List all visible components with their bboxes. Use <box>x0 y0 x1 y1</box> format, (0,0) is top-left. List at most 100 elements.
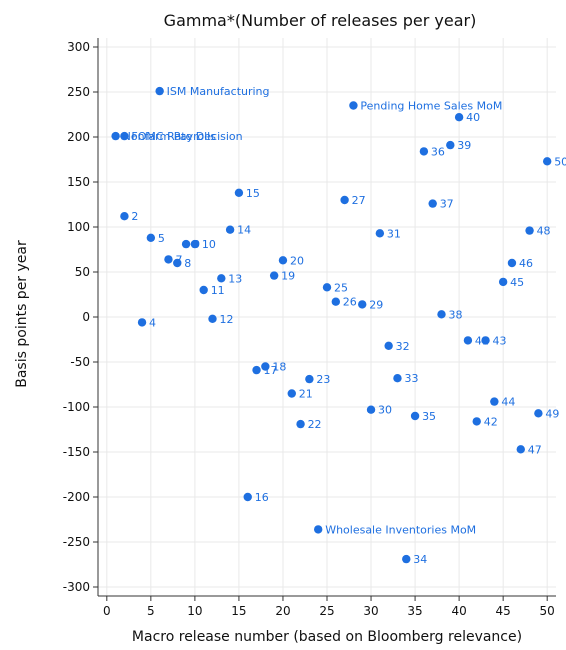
data-point <box>199 285 208 295</box>
data-point <box>516 445 525 454</box>
x-tick-label: 5 <box>147 604 155 618</box>
point-label: Pending Home Sales MoM <box>360 100 502 113</box>
data-point <box>278 256 288 265</box>
data-point <box>402 554 411 564</box>
x-tick-label: 45 <box>496 604 511 618</box>
data-point <box>155 86 164 96</box>
point-label: 5 <box>158 232 165 245</box>
data-point <box>287 389 296 398</box>
data-point <box>296 419 305 429</box>
data-point <box>463 336 473 345</box>
y-tick-label: -50 <box>70 355 90 369</box>
data-point <box>164 255 173 264</box>
data-point <box>542 157 552 166</box>
data-point <box>208 314 217 323</box>
y-tick-label: 300 <box>67 40 90 54</box>
point-label: 13 <box>228 272 242 285</box>
y-tick-label: 50 <box>75 265 90 279</box>
point-label: 8 <box>184 257 191 270</box>
point-label: 18 <box>272 361 286 374</box>
point-label: 39 <box>457 139 471 152</box>
point-label: 32 <box>396 340 410 353</box>
data-point <box>331 297 341 306</box>
point-label: ISM Manufacturing <box>167 85 270 98</box>
x-tick-label: 25 <box>319 604 334 618</box>
x-tick-label: 30 <box>363 604 378 618</box>
point-label: 7 <box>175 253 182 266</box>
x-tick-label: 35 <box>407 604 422 618</box>
point-label: 36 <box>431 145 445 158</box>
y-tick-label: -250 <box>63 535 90 549</box>
point-label: 10 <box>202 238 216 251</box>
point-label: 46 <box>519 257 533 270</box>
point-label: 44 <box>501 396 515 409</box>
point-label: 20 <box>290 254 304 267</box>
data-point <box>120 212 129 221</box>
data-point <box>490 397 499 406</box>
y-axis-label: Basis points per year <box>14 240 30 388</box>
data-point <box>313 525 323 534</box>
data-point <box>146 233 156 242</box>
x-tick-label: 20 <box>275 604 290 618</box>
data-point <box>472 417 481 426</box>
point-label: 33 <box>404 372 418 385</box>
data-point <box>217 274 226 283</box>
y-tick-label: 200 <box>67 130 90 144</box>
point-label: Wholesale Inventories MoM <box>325 523 476 536</box>
data-point <box>261 362 270 371</box>
point-label: 30 <box>378 404 392 417</box>
data-point <box>111 131 120 141</box>
data-point <box>349 101 358 110</box>
point-label: 14 <box>237 224 251 237</box>
data-point <box>173 258 182 268</box>
point-label: 41 <box>475 334 489 347</box>
data-point <box>507 258 517 268</box>
y-tick-label: -200 <box>63 490 90 504</box>
y-tick-label: -300 <box>63 580 90 594</box>
data-point <box>120 131 129 141</box>
point-label: 50 <box>554 155 566 168</box>
grid-lines <box>98 38 556 596</box>
point-label: 12 <box>220 313 234 326</box>
point-label: 45 <box>510 276 524 289</box>
point-label: 16 <box>255 491 269 504</box>
data-point <box>358 300 367 309</box>
y-tick-label: -150 <box>63 445 90 459</box>
x-axis-label: Macro release number (based on Bloomberg… <box>132 629 522 645</box>
point-label: 26 <box>343 296 357 309</box>
point-label: 23 <box>316 373 330 386</box>
point-label: Nonfarm Payrolls <box>123 130 217 143</box>
data-point <box>428 199 437 208</box>
point-label: 42 <box>484 415 498 428</box>
point-label: 31 <box>387 227 401 240</box>
y-tick-label: 250 <box>67 85 90 99</box>
x-tick-label: 15 <box>231 604 246 618</box>
point-label: 48 <box>537 225 551 238</box>
x-tick-label: 10 <box>187 604 202 618</box>
point-label: 34 <box>413 553 427 566</box>
data-point <box>525 226 534 235</box>
x-tick-label: 50 <box>540 604 555 618</box>
point-label: 49 <box>545 407 559 420</box>
data-point <box>534 409 543 418</box>
y-tick-label: 150 <box>67 175 90 189</box>
data-point <box>137 318 147 327</box>
data-point <box>481 336 490 345</box>
point-label: 2 <box>131 210 138 223</box>
point-label: 40 <box>466 111 480 124</box>
data-point <box>446 140 455 150</box>
y-tick-label: -100 <box>63 400 90 414</box>
y-tick-label: 100 <box>67 220 90 234</box>
data-point <box>234 188 244 197</box>
data-point <box>375 229 385 238</box>
point-label: 21 <box>299 388 313 401</box>
point-label: 25 <box>334 281 348 294</box>
data-point <box>340 195 349 205</box>
x-tick-label: 0 <box>103 604 111 618</box>
data-point <box>269 271 279 280</box>
data-point <box>252 365 261 375</box>
point-label: 11 <box>211 284 225 297</box>
data-point <box>393 374 402 383</box>
data-point <box>419 147 429 156</box>
chart-title: Gamma*(Number of releases per year) <box>164 11 477 30</box>
